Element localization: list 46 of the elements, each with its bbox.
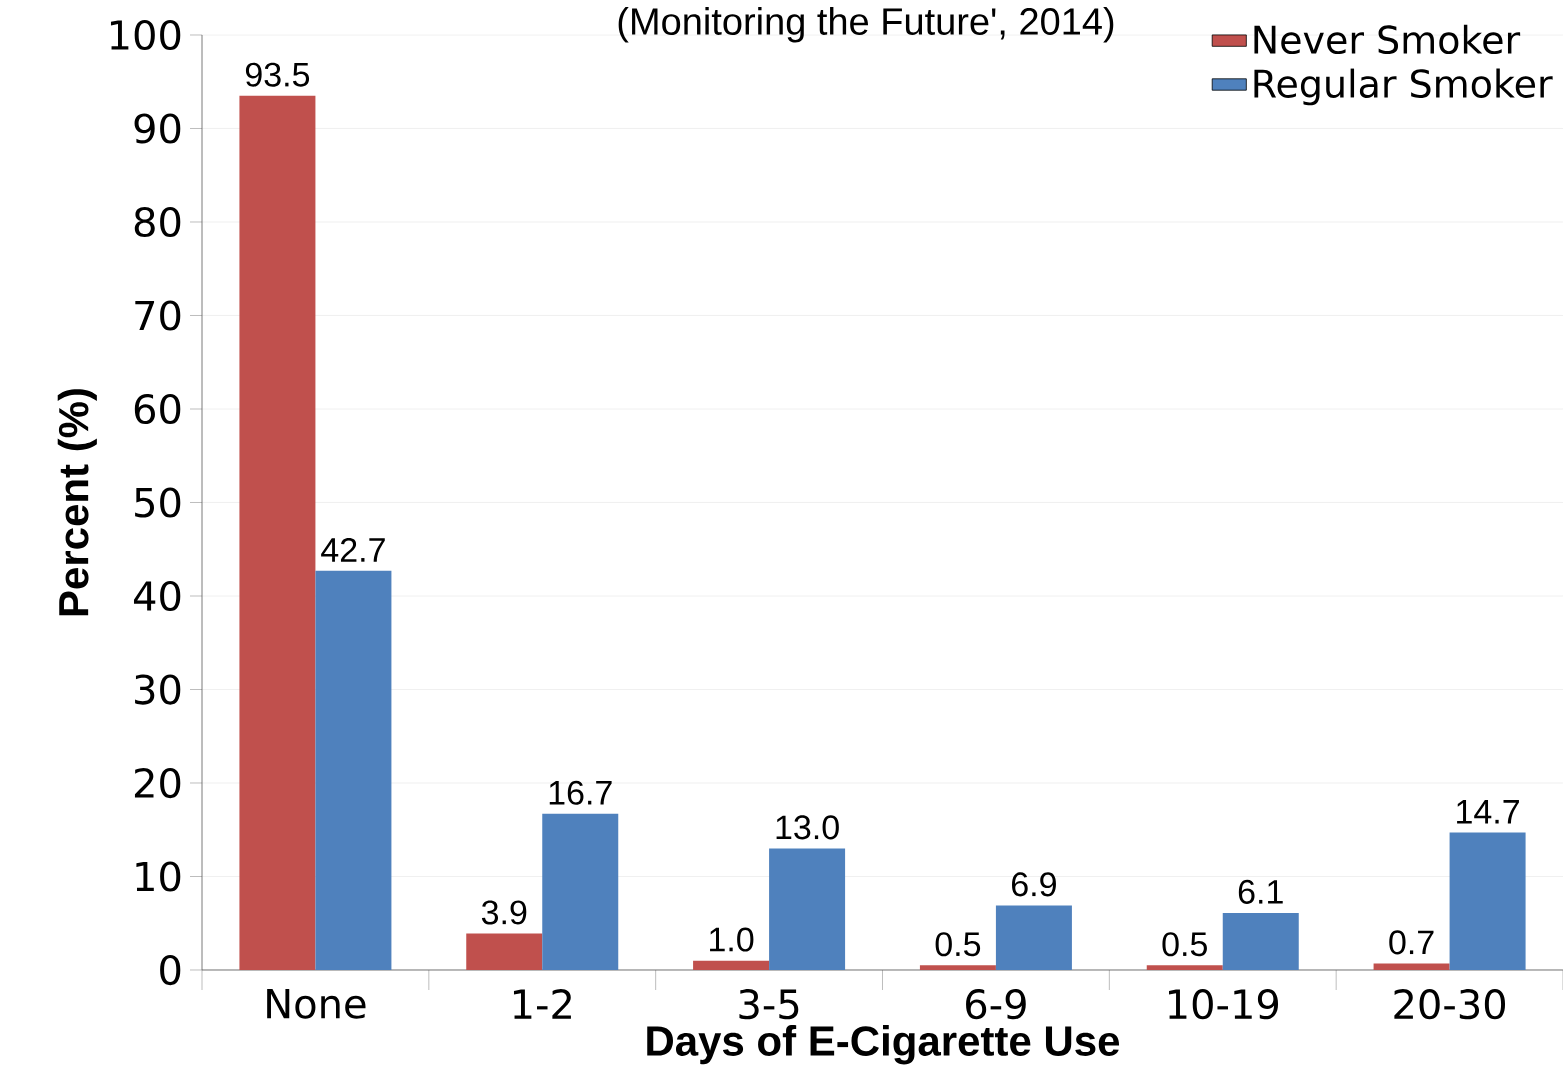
y-tick-label: 100 — [110, 19, 181, 51]
y-tick-label: 0 — [160, 954, 181, 986]
bar — [466, 933, 543, 970]
legend-label: Never Smoker — [1254, 24, 1521, 55]
data-label: 6.9 — [1012, 872, 1056, 897]
bar — [919, 965, 996, 970]
y-tick-label: 50 — [135, 487, 181, 518]
data-label: 3.9 — [481, 900, 527, 925]
data-label: 42.7 — [321, 537, 385, 562]
y-tick-label: 90 — [134, 113, 181, 144]
x-tick-label: 20-30 — [1394, 989, 1506, 1020]
data-label: 14.7 — [1457, 800, 1519, 824]
data-label: 16.7 — [549, 780, 612, 805]
y-tick-label: 40 — [133, 580, 181, 612]
data-label: 6.1 — [1238, 879, 1283, 904]
x-axis-title: Days of E-Cigarette Use — [647, 1025, 1120, 1065]
bar — [542, 813, 619, 970]
x-tick-label: None — [267, 989, 366, 1019]
x-tick-label: 10-19 — [1169, 989, 1279, 1020]
data-label: 13.0 — [776, 815, 839, 840]
bar — [693, 960, 770, 970]
data-label: 93.5 — [245, 62, 310, 87]
y-tick-label: 80 — [134, 206, 181, 238]
bar — [315, 570, 392, 970]
legend-label: Regular Smoker — [1254, 68, 1553, 106]
chart-subtitle: (Monitoring the Future', 2014) — [618, 7, 1114, 43]
y-tick-label: 30 — [135, 674, 181, 705]
y-tick-label: 70 — [135, 300, 181, 331]
bar — [1449, 832, 1526, 970]
data-label: 0.7 — [1389, 930, 1434, 955]
data-label: 0.5 — [1162, 932, 1207, 957]
bar — [769, 848, 846, 970]
bar — [1146, 965, 1223, 970]
data-label: 0.5 — [935, 932, 981, 957]
bar — [995, 905, 1072, 970]
data-label: 1.0 — [710, 927, 754, 952]
x-tick-label: 6-9 — [966, 989, 1026, 1020]
y-tick-label: 20 — [134, 767, 181, 799]
y-axis-title: Percent (%) — [57, 389, 97, 616]
bar — [1222, 912, 1299, 970]
bar — [239, 95, 316, 970]
x-tick-label: 3-5 — [739, 989, 799, 1020]
bar — [1373, 963, 1450, 970]
y-tick-label: 10 — [136, 861, 181, 892]
x-tick-label: 1-2 — [513, 989, 571, 1019]
y-tick-label: 60 — [134, 393, 181, 425]
